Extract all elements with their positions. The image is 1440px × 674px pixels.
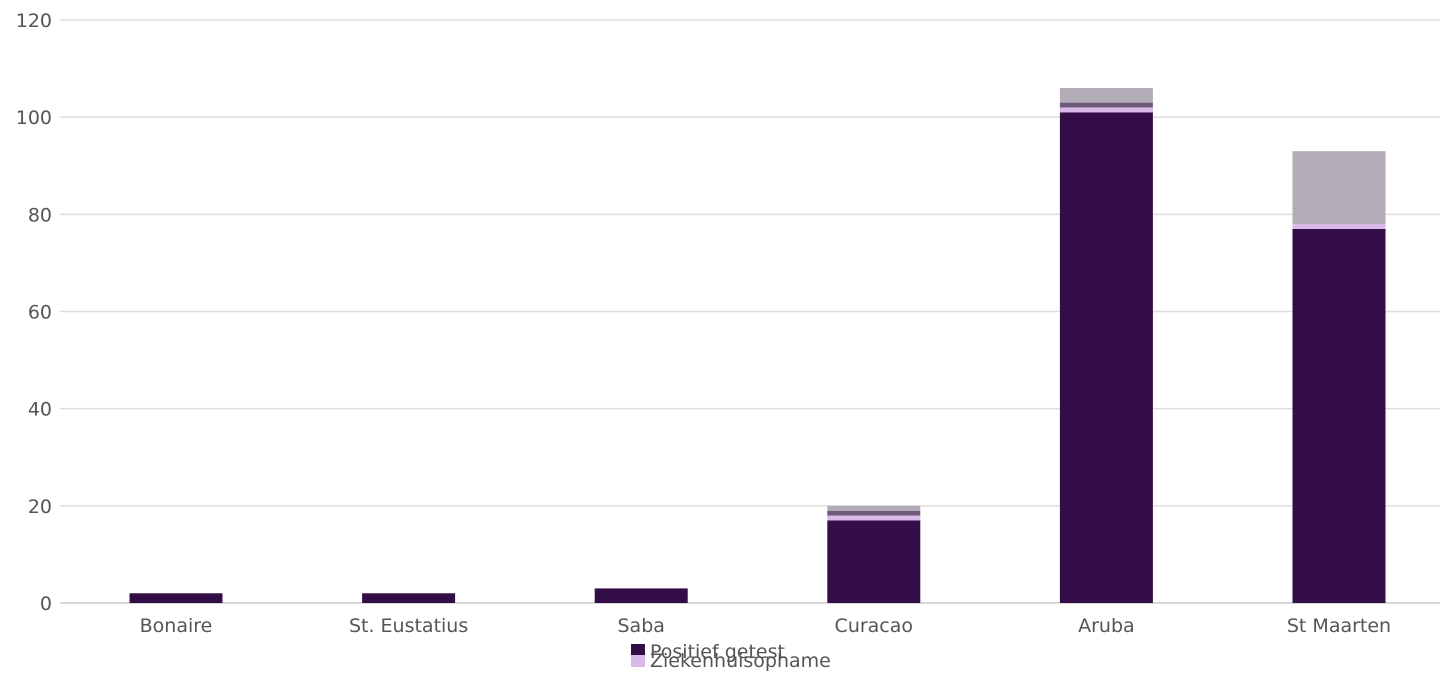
legend-label-positief-getest: Positief getest	[650, 641, 785, 663]
y-tick-label: 40	[28, 399, 52, 421]
bar-segment-aruba-series-0	[1059, 112, 1153, 603]
legend-swatch-positief-getest	[631, 644, 645, 656]
bar-segment-st-maarten-series-3	[1292, 151, 1386, 225]
y-axis-tick-labels: 0 20 40 60 80 100 120	[16, 10, 52, 615]
y-tick-label: 120	[16, 10, 52, 32]
x-tick-label: St. Eustatius	[349, 615, 468, 637]
bar-segment-st-eustatius-series-0	[362, 593, 456, 603]
x-tick-label: Curacao	[835, 615, 913, 637]
legend-label-ziekenhuisopname: Ziekenhuisophame	[650, 650, 831, 672]
x-tick-label: Saba	[617, 615, 664, 637]
y-tick-label: 80	[28, 204, 52, 226]
y-tick-label: 0	[40, 593, 52, 615]
y-tick-label: 60	[28, 302, 52, 324]
y-tick-label: 20	[28, 496, 52, 518]
x-axis-tick-labels: Bonaire St. Eustatius Saba Curacao Aruba St M…	[140, 615, 1391, 637]
bars	[129, 88, 1386, 604]
legend-swatch-ziekenhuisopname	[631, 655, 645, 667]
x-tick-label: St Maarten	[1287, 615, 1391, 637]
bar-segment-aruba-series-2	[1059, 102, 1153, 108]
legend: Positief getest Ziekenhuisophame	[631, 641, 831, 672]
bar-segment-aruba-series-3	[1059, 88, 1153, 103]
bar-segment-curacao-series-3	[827, 505, 921, 511]
bar-segment-saba-series-0	[594, 588, 688, 603]
y-tick-label: 100	[16, 107, 52, 129]
bar-segment-curacao-series-2	[827, 510, 921, 516]
bar-segment-curacao-series-1	[827, 515, 921, 521]
bar-segment-bonaire-series-0	[129, 593, 223, 603]
bar-segment-st-maarten-series-0	[1292, 228, 1386, 604]
x-tick-label: Bonaire	[140, 615, 213, 637]
gridlines	[60, 19, 1440, 604]
bar-segment-aruba-series-1	[1059, 107, 1153, 113]
bar-segment-st-maarten-series-1	[1292, 224, 1386, 229]
bar-segment-curacao-series-0	[827, 520, 921, 603]
x-tick-label: Aruba	[1078, 615, 1135, 637]
